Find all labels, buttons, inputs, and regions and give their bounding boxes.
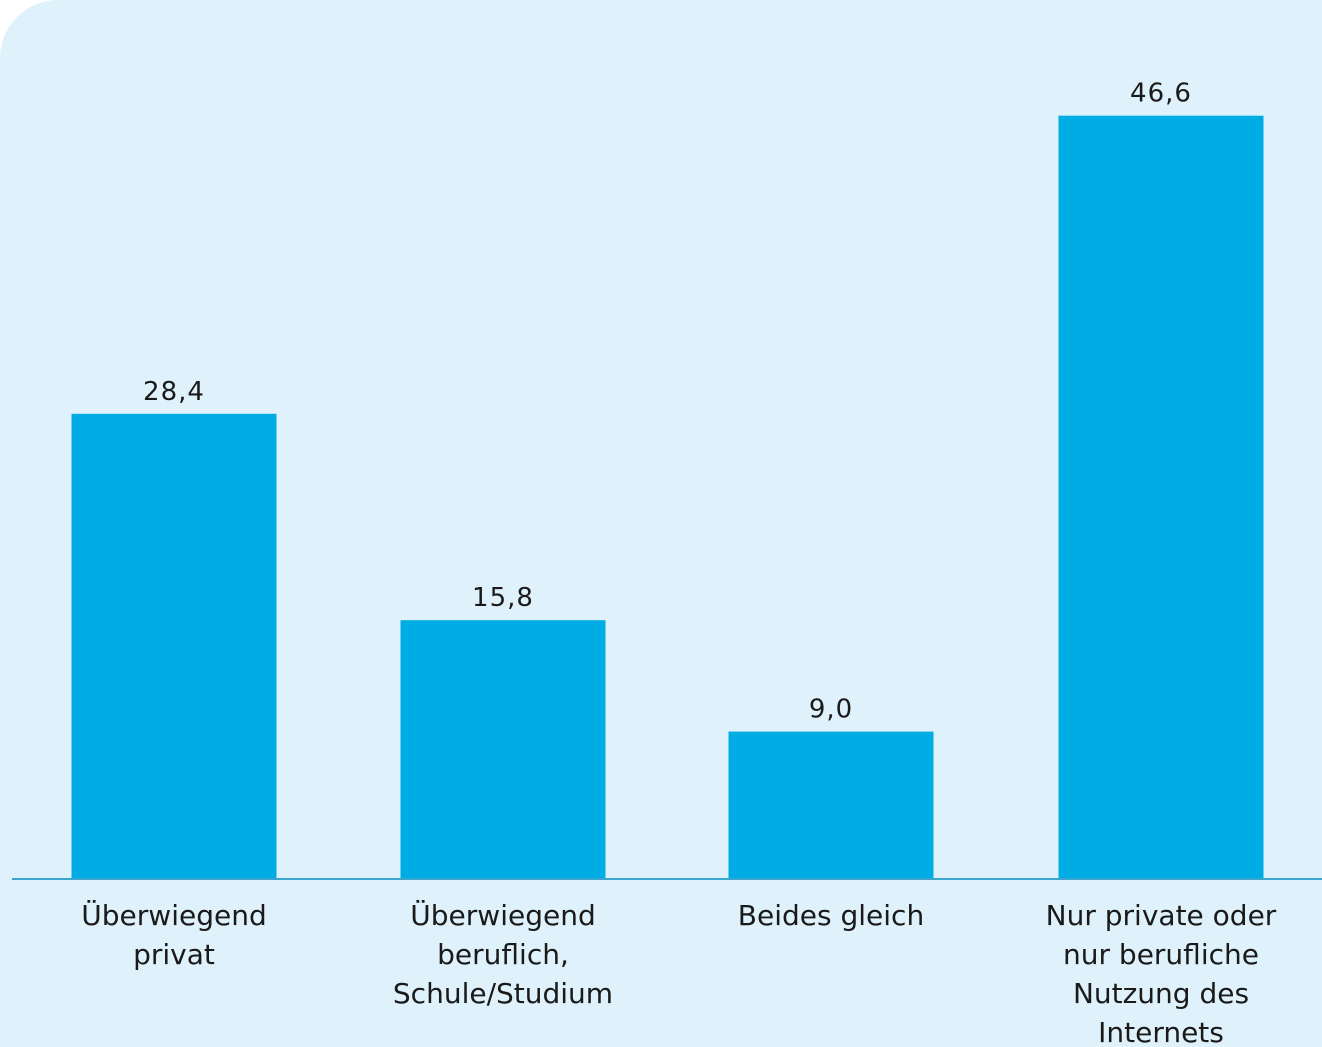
- value-labels-group: 28,4 15,8 9,0 46,6: [143, 79, 1192, 725]
- category-label-line: Nur private oder: [1046, 899, 1277, 932]
- value-label-4: 46,6: [1130, 79, 1192, 109]
- value-label-2: 15,8: [472, 583, 534, 613]
- value-label-3: 9,0: [809, 695, 853, 725]
- category-labels-group: Überwiegend privat Überwiegend beruflich, Sc…: [81, 898, 1277, 1047]
- bar-3: [728, 731, 934, 879]
- category-label-line: Beides gleich: [738, 899, 924, 932]
- category-label-line: Nutzung des: [1073, 977, 1249, 1010]
- category-label-2: Überwiegend beruflich, Schule/Studium: [393, 898, 613, 1010]
- bar-1: [71, 413, 277, 879]
- bar-4: [1058, 115, 1264, 879]
- category-label-1: Überwiegend privat: [81, 898, 266, 971]
- category-label-line: Überwiegend: [81, 898, 266, 932]
- bar-2: [400, 620, 606, 879]
- category-label-3: Beides gleich: [738, 899, 924, 932]
- category-label-line: Internets: [1098, 1016, 1224, 1047]
- category-label-4: Nur private oder nur berufliche Nutzung de…: [1046, 899, 1277, 1047]
- value-label-1: 28,4: [143, 377, 205, 407]
- category-label-line: Schule/Studium: [393, 977, 613, 1010]
- category-label-line: nur berufliche: [1063, 938, 1259, 971]
- category-label-line: beruflich,: [437, 938, 569, 971]
- category-label-line: privat: [133, 938, 215, 971]
- category-label-line: Überwiegend: [410, 898, 595, 932]
- bars-group: [71, 115, 1264, 879]
